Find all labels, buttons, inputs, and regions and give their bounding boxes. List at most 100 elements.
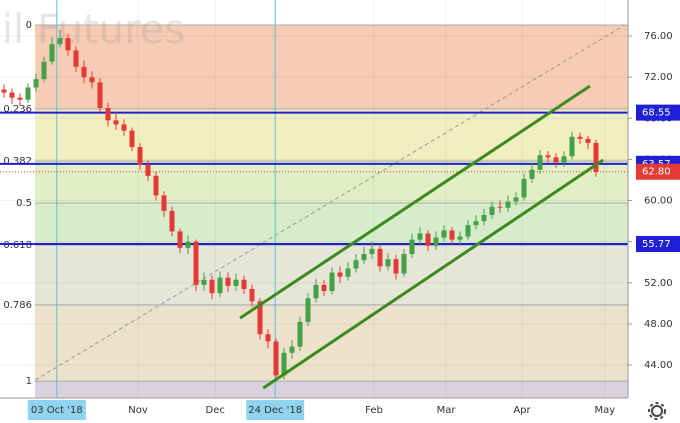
candle-body [529, 169, 535, 179]
candle-body [329, 272, 335, 292]
candle-body [561, 156, 567, 163]
fib-band [0, 109, 35, 398]
candle-body [257, 301, 263, 335]
fib-band [35, 24, 628, 110]
candle-body [73, 50, 79, 67]
candle-body [297, 321, 303, 347]
candle-body [497, 206, 503, 208]
candle-body [161, 195, 167, 211]
candle-body [105, 107, 111, 121]
fib-band [35, 203, 628, 246]
fib-band [35, 0, 628, 25]
y-tick-label: 52.00 [644, 278, 673, 289]
candle-body [393, 259, 399, 274]
candle-body [25, 87, 31, 100]
candle-body [433, 237, 439, 246]
candle-body [337, 272, 343, 277]
candle-body [265, 334, 271, 342]
fib-label: 1 [26, 376, 32, 387]
candle-body [537, 155, 543, 170]
level-label: 55.77 [642, 239, 671, 250]
channel-line [262, 158, 605, 390]
fib-label: 0.786 [3, 300, 32, 311]
last-price-box [636, 163, 680, 180]
candle-body [409, 239, 415, 255]
candle-body [577, 136, 583, 139]
fib-label: 0.382 [3, 156, 32, 167]
candle-body [193, 241, 199, 285]
candle-body [57, 38, 63, 45]
y-tick-label: 44.00 [644, 360, 673, 371]
last-price-label: 62.80 [642, 167, 671, 178]
candle-body [217, 277, 223, 294]
date-marker-label: 24 Dec '18 [248, 405, 302, 416]
candle-body [209, 279, 215, 294]
fib-label: 0 [26, 20, 32, 31]
candle-body [121, 124, 127, 131]
candle-body [225, 277, 231, 286]
candle-body [345, 268, 351, 277]
x-tick-label: Nov [128, 405, 148, 416]
date-marker-box [246, 400, 305, 420]
candle-body [513, 197, 519, 202]
candle-body [361, 254, 367, 261]
candle-body [177, 231, 183, 248]
candle-body [305, 298, 311, 322]
candle-body [273, 341, 279, 376]
candle-body [553, 157, 559, 163]
candle-body [1, 89, 7, 93]
x-tick-label: Feb [365, 405, 383, 416]
level-label-box [636, 104, 680, 121]
candle-body [289, 346, 295, 353]
candle-body [321, 284, 327, 292]
candle-body [81, 66, 87, 78]
fib-trend-line [34, 24, 626, 381]
candle-body [49, 44, 55, 62]
candle-body [545, 155, 551, 158]
channel-line [239, 84, 591, 320]
date-marker-box [27, 400, 86, 420]
fib-band [35, 161, 628, 204]
candle-body [489, 206, 495, 215]
candle-body [145, 164, 151, 176]
candle-body [153, 175, 159, 196]
fib-band [35, 381, 628, 398]
candle-body [401, 254, 407, 274]
x-tick-label: Dec [206, 405, 225, 416]
fib-label: 0.618 [3, 240, 32, 251]
settings-icon-ring[interactable] [651, 405, 663, 417]
x-tick-label: Mar [437, 405, 457, 416]
candle-body [129, 130, 135, 148]
candle-body [585, 138, 591, 143]
candle-body [521, 178, 527, 198]
y-tick-label: 60.00 [644, 196, 673, 207]
candle-body [473, 221, 479, 226]
date-marker-label: 03 Oct '18 [31, 405, 83, 416]
level-label-box [636, 236, 680, 253]
candle-body [569, 136, 575, 157]
x-tick-label: May [594, 405, 615, 416]
settings-icon[interactable] [648, 402, 666, 420]
candle-body [481, 214, 487, 222]
candle-body [457, 236, 463, 240]
candle-body [425, 233, 431, 246]
candle-body [385, 259, 391, 267]
candle-body [97, 82, 103, 108]
candle-body [9, 92, 15, 98]
fib-label: 0.236 [3, 104, 32, 115]
time-axis [0, 398, 680, 423]
level-label: 68.55 [642, 108, 671, 119]
candle-body [185, 241, 191, 248]
y-tick-label: 72.00 [644, 72, 673, 83]
candle-body [377, 248, 383, 267]
fib-label: 0.5 [16, 198, 32, 209]
candle-body [17, 97, 23, 100]
settings-icon-teeth[interactable] [648, 402, 666, 420]
candle-body [593, 142, 599, 172]
candle-body [465, 225, 471, 237]
y-tick-label: 76.00 [644, 31, 673, 42]
candle-body [249, 288, 255, 302]
candle-body [33, 79, 39, 88]
candle-body [417, 233, 423, 240]
candle-body [233, 279, 239, 286]
